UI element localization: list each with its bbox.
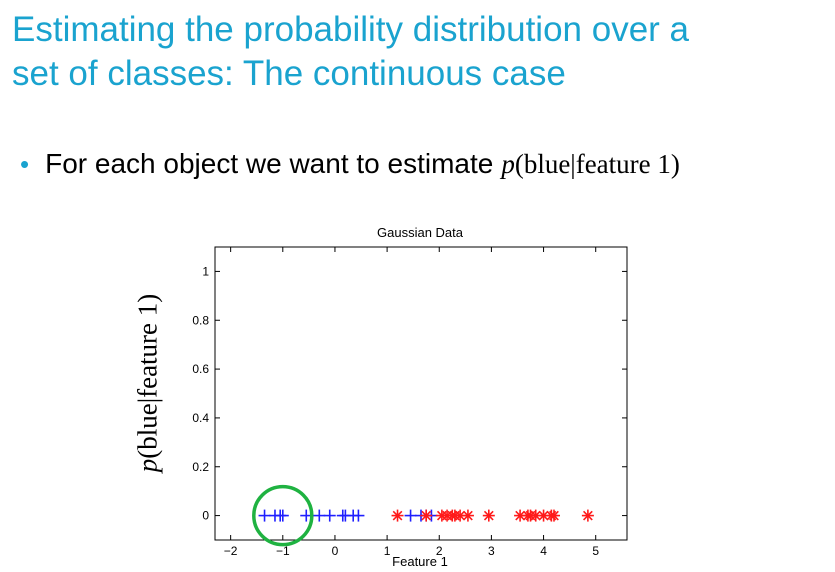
red-asterisk-point: [482, 509, 495, 522]
red-asterisk-point: [547, 509, 560, 522]
red-asterisk-point: [581, 509, 594, 522]
x-tick-label: 4: [540, 544, 547, 558]
y-tick-label: 0.4: [192, 411, 209, 425]
x-tick-label: 1: [384, 544, 391, 558]
highlight-circle: [252, 484, 314, 547]
blue-plus-point: [276, 509, 289, 522]
chart-title: Gaussian Data: [377, 225, 464, 240]
blue-plus-point: [404, 509, 417, 522]
x-tick-label: 3: [488, 544, 495, 558]
y-tick-label: 0.8: [192, 313, 209, 327]
x-axis-label: Feature 1: [392, 554, 448, 569]
x-tick-label: 0: [332, 544, 339, 558]
red-asterisk-point: [391, 509, 404, 522]
x-tick-label: 5: [592, 544, 599, 558]
bullet-dot: •: [20, 149, 30, 179]
blue-plus-point: [323, 509, 336, 522]
plot-frame: [214, 246, 628, 541]
y-axis-label-p: p: [132, 458, 163, 473]
red-asterisk-point: [461, 509, 474, 522]
axes: −2 −1 0 1 2 3 4 5 0 0.2 0.4 0.6 0.8 1: [192, 246, 628, 558]
formula-p: p: [501, 149, 515, 179]
x-tick-label: −2: [224, 544, 238, 558]
data-marks: [252, 484, 594, 547]
y-tick-label: 0: [202, 509, 209, 523]
y-tick-label: 0.2: [192, 460, 209, 474]
x-tick-label: 2: [436, 544, 443, 558]
bullet-item: • For each object we want to estimate p(…: [20, 148, 832, 180]
blue-plus-point: [313, 509, 326, 522]
y-tick-label: 1: [202, 264, 209, 278]
y-tick-label: 0.6: [192, 362, 209, 376]
slide-title: Estimating the probability distribution …: [12, 8, 822, 96]
red-asterisk-point: [529, 509, 542, 522]
bullet-formula: p(blue|feature 1): [501, 149, 680, 180]
formula-rest: (blue|feature 1): [514, 149, 680, 179]
blue-plus-point: [258, 509, 271, 522]
y-axis-label: p(blue|feature 1): [133, 294, 164, 473]
x-tick-label: −1: [276, 544, 290, 558]
bullet-text: For each object we want to estimate: [45, 148, 494, 179]
title-line-1: Estimating the probability distribution …: [12, 10, 690, 49]
title-line-2: set of classes: The continuous case: [12, 54, 566, 93]
red-asterisk-point: [420, 509, 433, 522]
blue-plus-point: [352, 509, 365, 522]
y-axis-label-rest: (blue|feature 1): [132, 293, 163, 459]
